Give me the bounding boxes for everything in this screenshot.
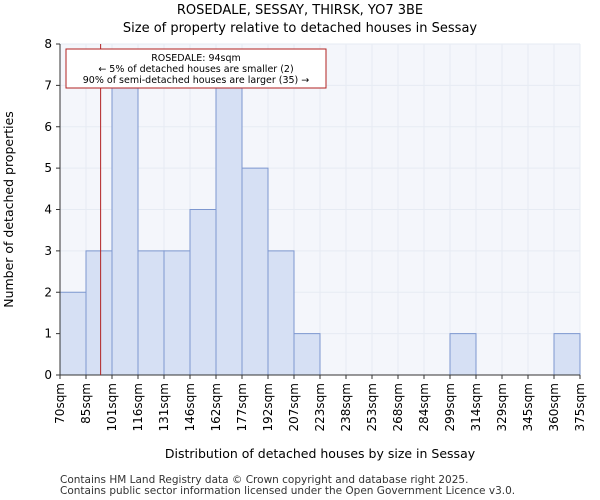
histogram-bar xyxy=(293,333,321,376)
y-tick-label: 8 xyxy=(44,37,52,51)
x-tick-label: 162sqm xyxy=(209,383,223,431)
x-tick-label: 131sqm xyxy=(157,383,171,431)
histogram-bar xyxy=(137,250,165,376)
x-tick-label: 360sqm xyxy=(547,383,561,431)
x-tick-label: 329sqm xyxy=(495,383,509,431)
x-tick-label: 314sqm xyxy=(469,383,483,431)
histogram-bar xyxy=(553,333,581,376)
histogram-bar xyxy=(85,250,113,376)
histogram-bar xyxy=(241,167,269,376)
x-tick-label: 299sqm xyxy=(443,383,457,431)
histogram-bar xyxy=(111,84,139,376)
x-tick-label: 70sqm xyxy=(53,383,67,424)
x-tick-label: 253sqm xyxy=(365,383,379,431)
y-tick-label: 6 xyxy=(44,120,52,134)
footer-copyright: Contains HM Land Registry data © Crown c… xyxy=(60,474,469,486)
y-tick-label: 1 xyxy=(44,327,52,341)
x-tick-label: 238sqm xyxy=(339,383,353,431)
y-tick-label: 7 xyxy=(44,78,52,92)
chart-subtitle: Size of property relative to detached ho… xyxy=(122,21,478,36)
y-tick-label: 5 xyxy=(44,161,52,175)
x-tick-label: 192sqm xyxy=(261,383,275,431)
y-tick-label: 4 xyxy=(44,203,52,217)
histogram-bar xyxy=(267,250,295,376)
x-tick-label: 177sqm xyxy=(235,383,249,431)
annotation-larger: 90% of semi-detached houses are larger (… xyxy=(83,75,310,86)
annotation-title: ROSEDALE: 94sqm xyxy=(151,53,241,64)
histogram-bar xyxy=(449,333,477,376)
x-tick-label: 345sqm xyxy=(521,383,535,431)
footer-licence: Contains public sector information licen… xyxy=(60,485,516,497)
y-axis-title: Number of detached properties xyxy=(1,111,16,308)
x-tick-label: 146sqm xyxy=(183,383,197,431)
x-tick-label: 375sqm xyxy=(573,383,587,431)
histogram-bar xyxy=(189,209,217,376)
x-tick-label: 85sqm xyxy=(79,383,93,424)
y-tick-label: 3 xyxy=(44,244,52,258)
annotation-box xyxy=(65,48,327,89)
x-tick-label: 116sqm xyxy=(131,383,145,431)
x-axis-title: Distribution of detached houses by size … xyxy=(165,446,476,461)
annotation-smaller: ← 5% of detached houses are smaller (2) xyxy=(98,64,293,75)
y-tick-label: 0 xyxy=(44,368,52,382)
histogram-bar xyxy=(59,291,87,376)
x-tick-label: 268sqm xyxy=(391,383,405,431)
x-tick-label: 284sqm xyxy=(417,383,431,431)
x-tick-label: 101sqm xyxy=(105,383,119,431)
histogram-bar xyxy=(215,84,243,376)
histogram-bar xyxy=(163,250,191,376)
chart-title: ROSEDALE, SESSAY, THIRSK, YO7 3BE xyxy=(176,3,424,18)
x-tick-label: 207sqm xyxy=(287,383,301,431)
x-tick-label: 223sqm xyxy=(313,383,327,431)
y-tick-label: 2 xyxy=(44,285,52,299)
